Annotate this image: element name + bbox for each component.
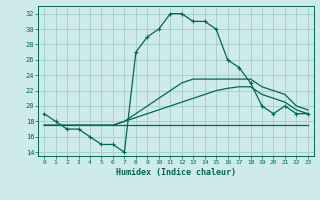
X-axis label: Humidex (Indice chaleur): Humidex (Indice chaleur) — [116, 168, 236, 177]
